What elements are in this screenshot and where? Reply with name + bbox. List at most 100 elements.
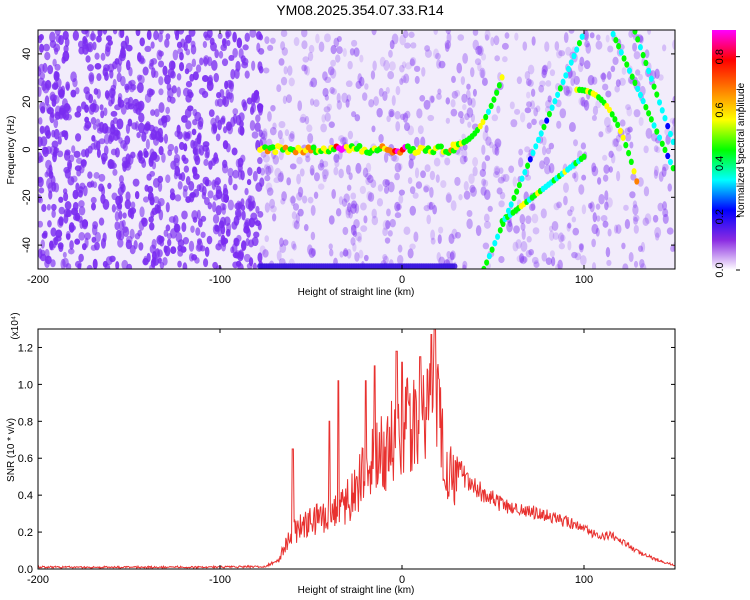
spectrogram-noise-mark <box>85 90 91 101</box>
spectrogram-noise-mark <box>65 263 72 269</box>
spectrogram-noise-mark <box>472 39 479 51</box>
spectrogram-noise-mark <box>438 60 446 69</box>
spectrogram-noise-mark <box>379 56 386 67</box>
spectrogram-noise-mark <box>450 250 456 260</box>
spectrogram-noise-mark <box>468 173 475 185</box>
spectrogram-noise-mark <box>78 232 86 241</box>
spectrogram-noise-mark <box>280 41 286 51</box>
spectrogram-noise-mark <box>595 203 601 210</box>
spectrogram-noise-mark <box>450 108 458 117</box>
spectrogram-noise-mark <box>451 228 458 240</box>
spectrogram-noise-mark <box>118 230 125 241</box>
spectrogram-noise-mark <box>206 235 213 245</box>
spectrogram-noise-mark <box>573 171 579 183</box>
spectrogram-noise-mark <box>321 169 329 180</box>
spectrogram-noise-mark <box>278 120 286 129</box>
spectrogram-noise-mark <box>222 159 228 169</box>
spectrogram-noise-mark <box>256 166 262 175</box>
spectrogram-lower-band-mark <box>451 263 458 269</box>
spectrogram-noise-mark <box>526 101 533 108</box>
spectrogram-central-band-mark <box>272 149 279 156</box>
spectrogram-branch-mark <box>549 104 555 111</box>
spectrogram-noise-mark <box>301 30 308 38</box>
spectrogram-noise-mark <box>394 110 401 120</box>
spectrogram-noise-mark <box>177 260 182 268</box>
spectrogram-noise-mark <box>451 75 456 84</box>
spectrogram-noise-mark <box>382 227 388 237</box>
spectrogram-noise-mark <box>157 181 163 192</box>
spectrogram-noise-mark <box>99 121 105 133</box>
spectrogram-noise-mark <box>50 259 56 268</box>
spectrogram-noise-mark <box>644 49 650 59</box>
spectrogram-noise-mark <box>462 260 468 269</box>
spectrogram-noise-mark <box>149 222 155 231</box>
x-tick-label: 0 <box>399 574 405 586</box>
spectrogram-noise-mark <box>202 141 210 148</box>
spectrogram-noise-mark <box>569 205 575 212</box>
spectrogram-noise-mark <box>134 233 141 240</box>
spectrogram-noise-mark <box>204 34 211 41</box>
spectrogram-noise-mark <box>377 184 384 192</box>
spectrogram-noise-mark <box>249 120 256 131</box>
spectrogram-noise-mark <box>194 137 201 149</box>
spectrogram-noise-mark <box>252 262 257 269</box>
spectrogram-noise-mark <box>527 79 534 87</box>
spectrogram-noise-mark <box>38 194 42 203</box>
spectrogram-noise-mark <box>189 191 197 199</box>
spectrogram-noise-mark <box>242 44 249 51</box>
spectrogram-noise-mark <box>342 136 349 147</box>
spectrogram-noise-mark <box>279 243 287 254</box>
y-tick-label: 1.2 <box>18 342 33 354</box>
spectrogram-noise-mark <box>619 119 626 127</box>
spectrogram-noise-mark <box>350 237 356 246</box>
spectrogram-noise-mark <box>195 227 201 236</box>
spectrogram-noise-mark <box>324 33 331 43</box>
spectrogram-noise-mark <box>265 182 273 193</box>
spectrogram-noise-mark <box>596 215 601 222</box>
spectrogram-noise-mark <box>58 105 66 116</box>
spectrogram-branch-mark <box>628 158 634 166</box>
spectrogram-noise-mark <box>423 204 431 212</box>
spectrogram-noise-mark <box>346 164 351 175</box>
spectrogram-noise-mark <box>136 152 143 161</box>
spectrogram-noise-mark <box>633 260 639 268</box>
spectrogram-noise-mark <box>628 30 634 38</box>
spectrogram-noise-mark <box>622 263 629 269</box>
spectrogram-noise-mark <box>58 244 64 253</box>
spectrogram-noise-mark <box>567 222 572 229</box>
spectrogram-noise-mark <box>390 154 397 162</box>
spectrogram-panel: -200 -100 0 100 40 20 0 -20 -40 Height of strai… <box>6 0 676 298</box>
spectrogram-noise-mark <box>39 72 46 80</box>
spectrogram-noise-mark <box>413 65 421 72</box>
spectrogram-noise-mark <box>481 161 487 172</box>
colorbar-tick-label: 0.0 <box>714 262 726 277</box>
spectrogram-noise-mark <box>571 251 578 259</box>
spectrogram-noise-mark <box>240 204 246 211</box>
spectrogram-noise-mark <box>235 60 241 72</box>
spectrogram-noise-mark <box>628 251 634 263</box>
spectrogram-noise-mark <box>168 60 176 71</box>
spectrogram-noise-mark <box>87 171 93 179</box>
spectrogram-noise-mark <box>130 201 136 209</box>
spectrogram-noise-mark <box>317 183 325 190</box>
spectrogram-noise-mark <box>550 256 556 267</box>
spectrogram-noise-mark <box>446 32 452 44</box>
spectrogram-noise-mark <box>610 65 616 73</box>
spectrogram-noise-mark <box>531 36 536 46</box>
spectrogram-noise-mark <box>345 208 351 219</box>
spectrogram-noise-mark <box>64 201 72 210</box>
spectrogram-branch-mark <box>670 138 675 146</box>
spectrogram-noise-mark <box>462 264 467 269</box>
spectrogram-noise-mark <box>94 231 101 243</box>
spectrogram-noise-mark <box>221 207 226 215</box>
spectrogram-noise-mark <box>199 57 204 66</box>
spectrogram-branch-mark <box>563 0 568 3</box>
spectrogram-noise-mark <box>62 50 70 62</box>
spectrogram-noise-mark <box>179 61 185 72</box>
spectrogram-noise-mark <box>542 64 549 73</box>
spectrogram-noise-mark <box>524 174 532 181</box>
spectrogram-noise-mark <box>165 174 171 183</box>
spectrogram-noise-mark <box>585 43 592 54</box>
spectrogram-noise-mark <box>651 133 658 142</box>
spectrogram-noise-mark <box>413 231 419 243</box>
